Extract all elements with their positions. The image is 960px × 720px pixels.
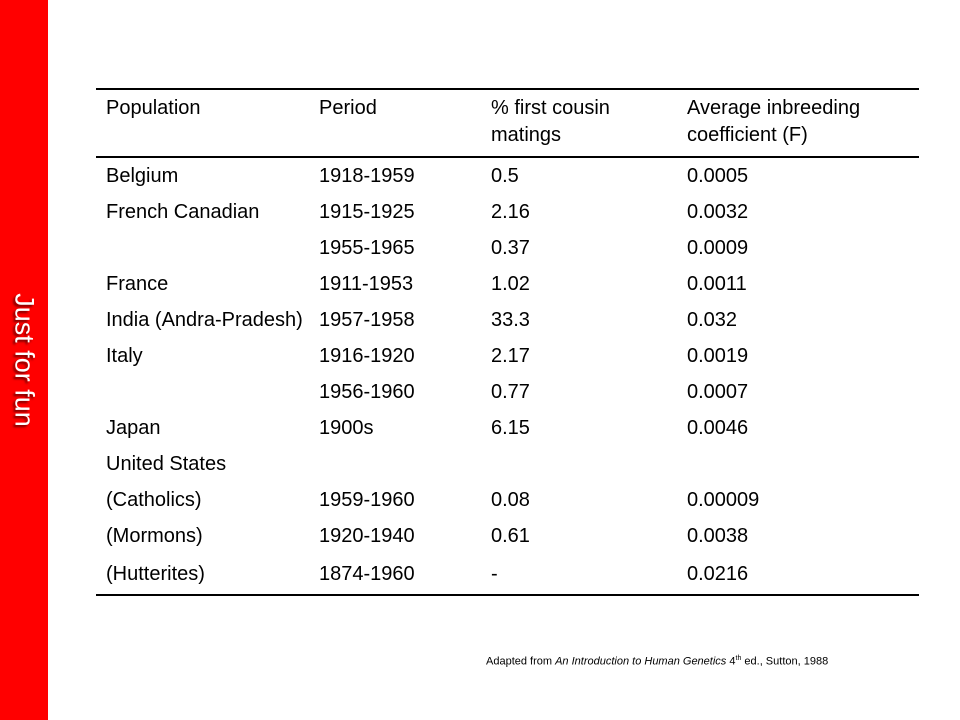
cell-period: 1920-1940 bbox=[319, 525, 415, 547]
cell-inbreeding-coefficient: 0.0038 bbox=[687, 525, 749, 547]
cell-period bbox=[309, 446, 481, 482]
header-first-cousin-matings: % first cousin matings bbox=[491, 97, 610, 146]
cell-population: Italy bbox=[106, 345, 143, 367]
table-row: France 1911-1953 1.02 0.0011 bbox=[96, 266, 919, 302]
cell-first-cousin-matings: 2.17 bbox=[491, 345, 530, 367]
header-period: Period bbox=[319, 97, 377, 119]
table-row: 1956-1960 0.77 0.0007 bbox=[96, 374, 919, 410]
cell-first-cousin-matings: 0.5 bbox=[491, 165, 519, 187]
cell-first-cousin-matings: 0.61 bbox=[491, 525, 530, 547]
side-bar: Just for fun bbox=[0, 0, 48, 720]
citation-prefix: Adapted from bbox=[486, 655, 556, 668]
cell-inbreeding-coefficient: 0.0007 bbox=[687, 381, 749, 403]
cell-inbreeding-coefficient: 0.032 bbox=[687, 309, 738, 331]
cell-population: Belgium bbox=[106, 165, 179, 187]
cell-inbreeding-coefficient: 0.0032 bbox=[687, 201, 749, 223]
cell-period: 1955-1965 bbox=[319, 237, 415, 259]
citation-edition-suffix: th bbox=[735, 655, 742, 662]
cell-period: 1915-1925 bbox=[319, 201, 415, 223]
cell-first-cousin-matings: 33.3 bbox=[491, 309, 530, 331]
table-body: Belgium 1918-1959 0.5 0.0005 French Canadian… bbox=[96, 157, 919, 595]
table-header-row: Population Period % first cousin matings… bbox=[96, 89, 919, 157]
cell-inbreeding-coefficient bbox=[677, 446, 919, 482]
cell-population: United States bbox=[106, 453, 227, 475]
table-row: 1955-1965 0.37 0.0009 bbox=[96, 230, 919, 266]
cell-period: 1959-1960 bbox=[319, 489, 415, 511]
table-row: India (Andra-Pradesh) 1957-1958 33.3 0.032 bbox=[96, 302, 919, 338]
cell-period: 1900s bbox=[319, 417, 374, 439]
table-row: (Catholics) 1959-1960 0.08 0.00009 bbox=[96, 482, 919, 518]
table-row: French Canadian 1915-1925 2.16 0.0032 bbox=[96, 194, 919, 230]
cell-first-cousin-matings bbox=[481, 446, 677, 482]
cell-first-cousin-matings: 6.15 bbox=[491, 417, 530, 439]
cell-inbreeding-coefficient: 0.0005 bbox=[687, 165, 749, 187]
cell-period: 1957-1958 bbox=[319, 309, 415, 331]
table-row: Belgium 1918-1959 0.5 0.0005 bbox=[96, 157, 919, 194]
side-label: Just for fun bbox=[9, 293, 40, 427]
citation: Adapted from An Introduction to Human Ge… bbox=[486, 655, 828, 668]
inbreeding-table: Population Period % first cousin matings… bbox=[96, 88, 919, 596]
cell-period: 1956-1960 bbox=[319, 381, 415, 403]
cell-period: 1911-1953 bbox=[319, 273, 414, 295]
cell-first-cousin-matings: 0.08 bbox=[491, 489, 530, 511]
citation-edition: 4 bbox=[726, 655, 736, 668]
cell-period: 1874-1960 bbox=[319, 563, 415, 585]
cell-inbreeding-coefficient: 0.0216 bbox=[687, 563, 749, 585]
cell-population: French Canadian bbox=[106, 201, 260, 223]
cell-inbreeding-coefficient: 0.0009 bbox=[687, 237, 749, 259]
table-row: Japan 1900s 6.15 0.0046 bbox=[96, 410, 919, 446]
header-inbreeding-coefficient: Average inbreeding coefficient (F) bbox=[687, 97, 861, 146]
citation-rest: ed., Sutton, 1988 bbox=[741, 655, 829, 668]
table-row: United States bbox=[96, 446, 919, 482]
cell-population bbox=[96, 230, 309, 266]
cell-inbreeding-coefficient: 0.0011 bbox=[687, 273, 747, 295]
cell-population bbox=[96, 374, 309, 410]
cell-inbreeding-coefficient: 0.0046 bbox=[687, 417, 749, 439]
cell-first-cousin-matings: 0.37 bbox=[491, 237, 530, 259]
cell-population: Japan bbox=[106, 417, 161, 439]
cell-first-cousin-matings: 0.77 bbox=[491, 381, 530, 403]
table-row: Italy 1916-1920 2.17 0.0019 bbox=[96, 338, 919, 374]
cell-inbreeding-coefficient: 0.0019 bbox=[687, 345, 749, 367]
table-row: (Hutterites) 1874-1960 - 0.0216 bbox=[96, 554, 919, 595]
cell-population: (Mormons) bbox=[106, 525, 203, 547]
citation-book-title: An Introduction to Human Genetics bbox=[555, 655, 727, 668]
cell-first-cousin-matings: 2.16 bbox=[491, 201, 530, 223]
cell-population: (Hutterites) bbox=[106, 563, 205, 585]
cell-period: 1918-1959 bbox=[319, 165, 415, 187]
cell-period: 1916-1920 bbox=[319, 345, 415, 367]
cell-population: France bbox=[106, 273, 169, 295]
cell-inbreeding-coefficient: 0.00009 bbox=[687, 489, 760, 511]
cell-population: (Catholics) bbox=[106, 489, 202, 511]
cell-population: India (Andra-Pradesh) bbox=[106, 309, 303, 331]
header-population: Population bbox=[106, 97, 201, 119]
cell-first-cousin-matings: - bbox=[491, 563, 498, 585]
cell-first-cousin-matings: 1.02 bbox=[491, 273, 530, 295]
table-row: (Mormons) 1920-1940 0.61 0.0038 bbox=[96, 518, 919, 554]
